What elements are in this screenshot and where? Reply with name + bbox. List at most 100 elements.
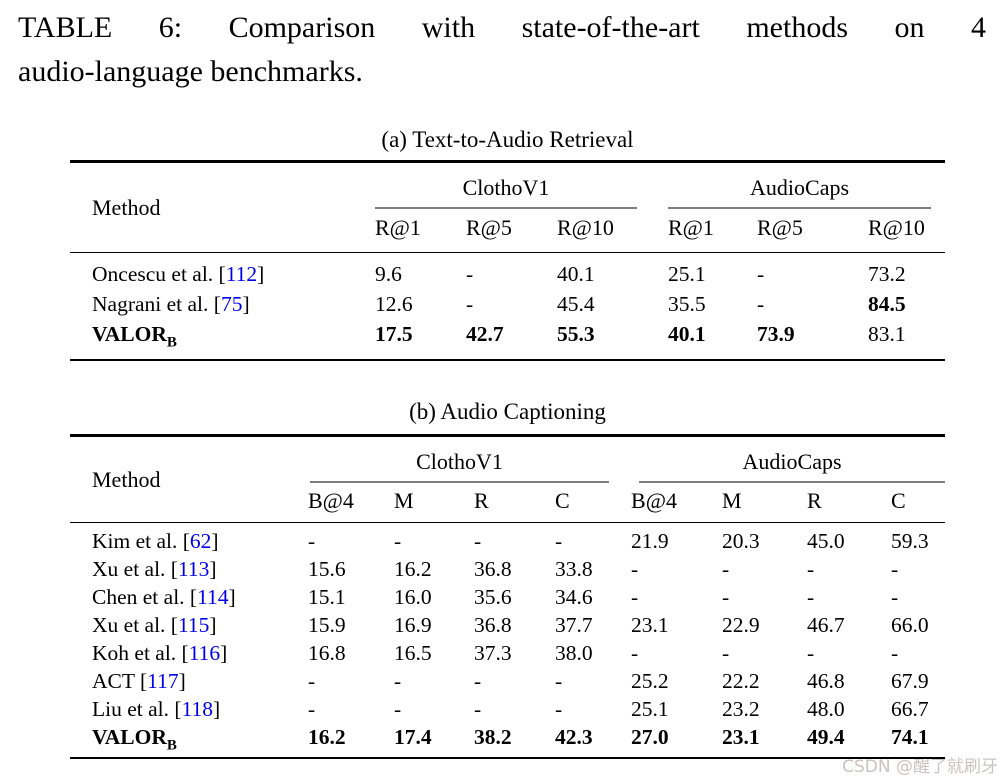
method-bracket: ] (213, 697, 221, 721)
value-cell: 17.4 (394, 725, 432, 749)
value-cell: 45.4 (557, 292, 595, 316)
value-cell: 49.4 (807, 725, 845, 749)
column-header: R@1 (668, 209, 757, 253)
value-cell: 42.3 (555, 725, 593, 749)
value-cell: 42.7 (466, 322, 504, 346)
method-cell: VALORB (70, 319, 375, 360)
value-cell: 9.6 (375, 262, 402, 286)
table-row: ACT [117] - - - - 25.2 22.2 46.8 67.9 (70, 667, 945, 695)
value-cell: 40.1 (668, 322, 706, 346)
value-cell: - (474, 669, 482, 693)
citation-link[interactable]: 112 (225, 262, 258, 286)
method-name: Xu et al. [ (92, 613, 178, 637)
method-name: Xu et al. [ (92, 557, 178, 581)
method-cell: VALORB (70, 723, 308, 758)
value-cell: 45.0 (807, 529, 845, 553)
column-header-method: Method (70, 435, 308, 523)
title-line-1: TABLE 6: Comparison with state-of-the-ar… (18, 11, 986, 44)
column-header: R (807, 483, 892, 523)
value-cell: 38.2 (474, 725, 512, 749)
watermark: CSDN @醒了就刷牙 (842, 757, 998, 777)
citation-link[interactable]: 116 (188, 641, 221, 665)
citation-link[interactable]: 62 (189, 529, 212, 553)
citation-link[interactable]: 113 (177, 557, 210, 581)
value-cell: 22.9 (722, 613, 760, 637)
value-cell: - (394, 697, 402, 721)
value-cell: - (757, 292, 765, 316)
column-header: C (555, 483, 632, 523)
table-row: Kim et al. [62] - - - - 21.9 20.3 45.0 5… (70, 523, 945, 556)
value-cell: 16.9 (394, 613, 432, 637)
value-cell: 27.0 (631, 725, 669, 749)
value-cell: 36.8 (474, 613, 512, 637)
value-cell: - (308, 529, 316, 553)
value-cell: - (308, 697, 316, 721)
value-cell: 25.1 (668, 262, 706, 286)
citation-link[interactable]: 114 (197, 585, 229, 609)
citation-link[interactable]: 75 (220, 292, 243, 316)
table-row: VALORB 17.5 42.7 55.3 40.1 73.9 83.1 (70, 319, 945, 360)
value-cell: - (631, 641, 639, 665)
group-header-row: Method ClothoV1 AudioCaps (70, 161, 945, 253)
method-name: Kim et al. [ (92, 529, 190, 553)
value-cell: 40.1 (557, 262, 595, 286)
value-cell: 59.3 (891, 529, 929, 553)
value-cell: - (722, 641, 730, 665)
citation-link[interactable]: 115 (177, 613, 210, 637)
value-cell: 23.2 (722, 697, 760, 721)
column-header: R (474, 483, 555, 523)
value-cell: - (555, 697, 563, 721)
value-cell: - (308, 669, 316, 693)
method-cell: Chen et al. [114] (70, 583, 308, 611)
table-row: Liu et al. [118] - - - - 25.1 23.2 48.0 … (70, 695, 945, 723)
group-label: AudioCaps (668, 163, 932, 209)
method-name: VALOR (92, 322, 167, 346)
value-cell: - (891, 641, 899, 665)
method-bracket: ] (209, 557, 217, 581)
value-cell: 73.2 (868, 262, 906, 286)
value-cell: - (466, 292, 474, 316)
method-cell: Oncescu et al. [112] (70, 253, 375, 290)
value-cell: 16.5 (394, 641, 432, 665)
value-cell: - (891, 585, 899, 609)
value-cell: 35.6 (474, 585, 512, 609)
value-cell: 22.2 (722, 669, 760, 693)
value-cell: - (757, 262, 765, 286)
column-header: M (722, 483, 808, 523)
method-name: Liu et al. [ (92, 697, 182, 721)
value-cell: - (807, 557, 815, 581)
table-row: Xu et al. [115] 15.9 16.9 36.8 37.7 23.1… (70, 611, 945, 639)
column-header: R@10 (557, 209, 668, 253)
value-cell: - (631, 585, 639, 609)
group-header-clothov1: ClothoV1 (375, 162, 668, 209)
column-header: B@4 (631, 483, 723, 523)
value-cell: 46.7 (807, 613, 845, 637)
column-header: C (891, 483, 946, 523)
value-cell: 74.1 (891, 725, 929, 749)
value-cell: 16.2 (308, 725, 346, 749)
group-header-row: Method ClothoV1 AudioCaps (70, 435, 946, 523)
column-header: R@5 (757, 209, 868, 253)
value-cell: 84.5 (868, 292, 906, 316)
group-header-clothov1: ClothoV1 (308, 436, 631, 483)
value-cell: 55.3 (557, 322, 595, 346)
value-cell: 48.0 (807, 697, 845, 721)
captioning-table: Method ClothoV1 AudioCaps B@4 M R C B@4 … (70, 434, 946, 759)
value-cell: 20.3 (722, 529, 760, 553)
value-cell: 35.5 (668, 292, 706, 316)
citation-link[interactable]: 118 (181, 697, 214, 721)
group-header-audiocaps: AudioCaps (631, 436, 946, 483)
value-cell: 21.9 (631, 529, 669, 553)
value-cell: 73.9 (757, 322, 795, 346)
citation-link[interactable]: 117 (147, 669, 179, 693)
method-cell: Nagrani et al. [75] (70, 289, 375, 319)
method-bracket: ] (220, 641, 228, 665)
method-cell: Xu et al. [113] (70, 555, 308, 583)
retrieval-table: Method ClothoV1 AudioCaps R@1 R@5 R@10 R… (70, 160, 946, 361)
value-cell: 23.1 (631, 613, 669, 637)
subheader-row: R@1 R@5 R@10 R@1 R@5 R@10 (70, 209, 946, 253)
column-header: R@1 (375, 209, 466, 253)
value-cell: 15.9 (308, 613, 346, 637)
value-cell: 17.5 (375, 322, 413, 346)
method-bracket: ] (211, 529, 219, 553)
